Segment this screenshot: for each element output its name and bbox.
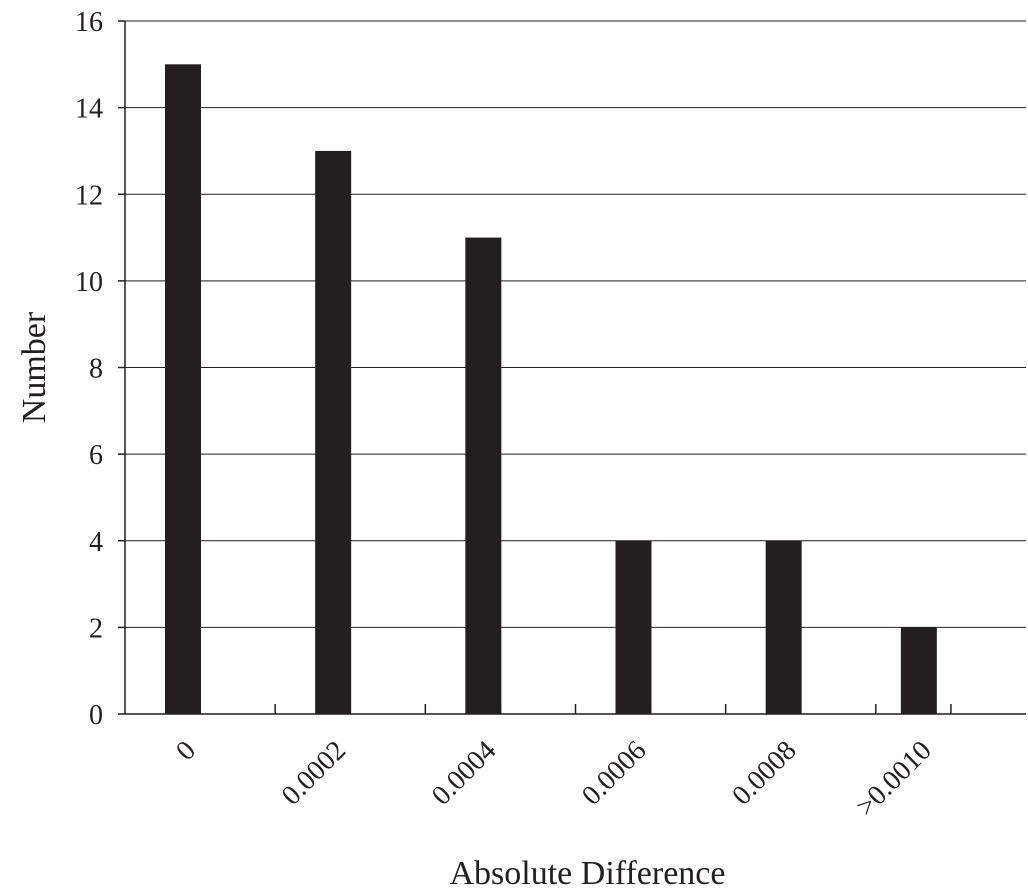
y-tick-label-2: 4: [89, 527, 103, 558]
bar-0: [165, 64, 201, 714]
bar-2: [465, 237, 502, 714]
x-tick-label-5: >0.0010: [850, 735, 938, 823]
y-axis-title: Number: [16, 311, 53, 423]
y-tick-label-4: 8: [89, 354, 103, 385]
x-tick-labels: 0 0.0002 0.0004 0.0006 0.0008 >0.0010: [170, 735, 938, 823]
y-tick-label-8: 16: [75, 7, 103, 38]
bars: [165, 64, 937, 714]
bar-5: [900, 627, 937, 714]
bar-4: [765, 540, 802, 714]
y-tick-label-0: 0: [89, 700, 103, 731]
y-tick-labels: 0 2 4 6 8 10 12 14 16: [75, 7, 103, 731]
x-axis-title: Absolute Difference: [450, 855, 726, 892]
x-tick-label-0: 0: [170, 735, 202, 767]
axes: [118, 20, 1026, 715]
x-tick-label-2: 0.0004: [426, 735, 502, 811]
y-tick-label-6: 12: [75, 180, 103, 211]
x-tick-label-1: 0.0002: [276, 735, 352, 811]
y-tick-label-5: 10: [75, 267, 103, 298]
y-tick-label-3: 6: [89, 440, 103, 471]
bar-1: [315, 150, 352, 714]
y-tick-label-1: 2: [89, 613, 103, 644]
y-tick-label-7: 14: [75, 94, 103, 125]
x-tick-label-3: 0.0006: [576, 735, 652, 811]
gridlines: [125, 20, 1026, 628]
bar-3: [615, 540, 652, 714]
x-tick-label-4: 0.0008: [726, 735, 802, 811]
